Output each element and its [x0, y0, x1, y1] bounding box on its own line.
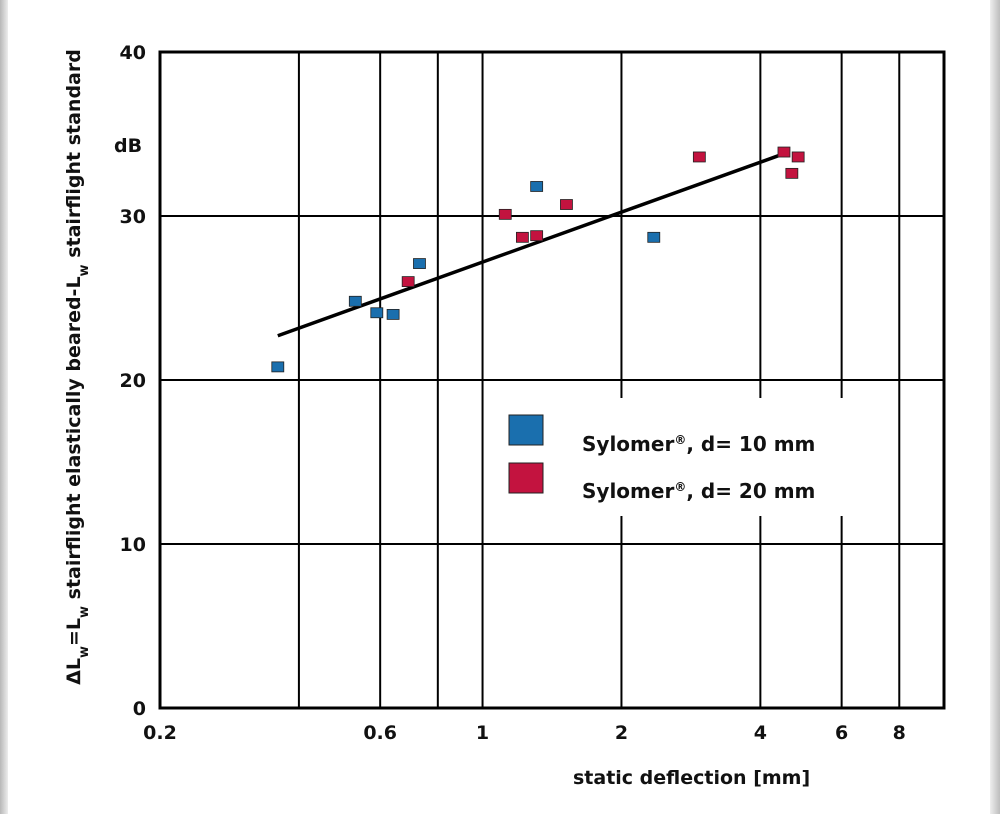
legend-label-series-1: Sylomer®, d= 10 mm [582, 432, 815, 456]
data-point-series-2 [530, 230, 544, 242]
legend-swatch-series-1 [508, 414, 544, 446]
y-tick-label: 10 [120, 534, 146, 556]
data-point-series-2 [560, 199, 573, 210]
data-point-series-1 [386, 308, 400, 320]
y-tick-label: 20 [120, 370, 146, 392]
x-tick-label: 4 [754, 722, 767, 744]
y-axis-label-subscript: w [77, 264, 92, 276]
data-point-series-2 [791, 151, 805, 163]
legend-label-series-2: Sylomer®, d= 20 mm [582, 479, 815, 503]
x-tick-label: 6 [835, 722, 848, 744]
data-point-series-2 [777, 146, 791, 158]
data-point-series-2 [515, 231, 529, 243]
y-tick-label: 0 [133, 698, 146, 720]
x-tick-label: 0.6 [363, 722, 397, 744]
data-point-series-2 [785, 167, 799, 179]
data-point-series-2 [692, 151, 706, 163]
y-axis-label-subscript: w [77, 606, 92, 618]
y-tick-label: 40 [120, 42, 146, 64]
data-point-series-1 [348, 295, 362, 307]
x-axis-label: static deflection [mm] [573, 767, 810, 789]
legend-background [495, 398, 860, 516]
legend-swatch-series-2 [508, 462, 544, 494]
data-point-series-1 [647, 231, 661, 243]
data-point-series-1 [413, 258, 426, 269]
trend-line [277, 152, 785, 338]
data-point-series-1 [530, 181, 544, 192]
data-point-series-1 [370, 307, 384, 319]
data-point-series-2 [401, 276, 415, 288]
legend: Sylomer®, d= 10 mm Sylomer®, d= 20 mm [495, 398, 860, 516]
plot-border [158, 50, 946, 710]
y-axis-label-subscript: w [77, 646, 92, 658]
data-point-series-1 [271, 361, 285, 373]
page-edge-right [990, 0, 1000, 814]
plot-frame [158, 50, 946, 710]
x-tick-label: 1 [476, 722, 489, 744]
y-unit-label: dB [114, 135, 142, 157]
x-tick-labels: 0.2 0.6 1 2 4 6 8 [143, 722, 906, 744]
x-tick-label: 0.2 [143, 722, 177, 744]
y-tick-label: 30 [120, 206, 146, 228]
y-tick-labels: 0 10 20 30 40 [120, 42, 146, 720]
x-tick-label: 2 [615, 722, 628, 744]
y-axis-label-part: ΔL [63, 658, 85, 685]
y-axis-label-part: =L [63, 618, 85, 646]
trend-line-group [277, 152, 785, 338]
y-axis-label-part: stairflight standard [63, 49, 85, 264]
data-points [271, 146, 805, 373]
page-edge-left [0, 0, 8, 814]
y-axis-label-part: stairflight elastically beared-L [63, 276, 85, 606]
y-axis-label: ΔLw=Lw stairflight elastically beared-Lw… [63, 49, 92, 685]
x-tick-label: 8 [893, 722, 906, 744]
data-point-series-2 [498, 208, 512, 220]
